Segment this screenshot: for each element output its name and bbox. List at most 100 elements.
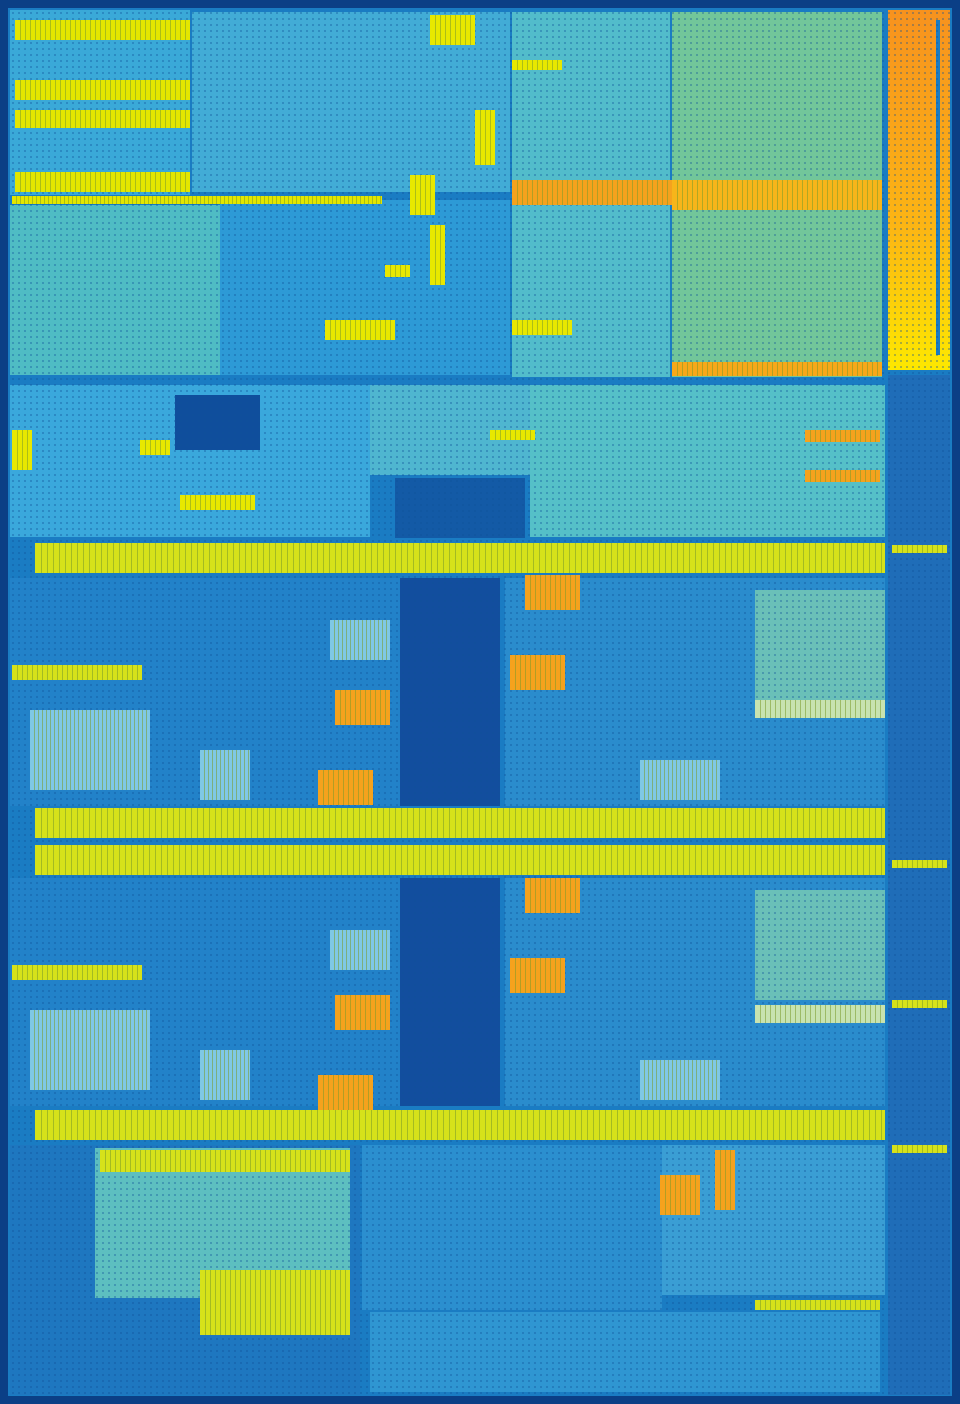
array-cell-line xyxy=(644,760,645,800)
array-cell-line xyxy=(107,808,108,838)
array-cell-line xyxy=(110,710,111,790)
array-cell-line xyxy=(340,1150,341,1172)
array-cell-line xyxy=(137,665,138,680)
array-cell-line xyxy=(445,15,446,45)
array xyxy=(35,543,885,573)
array-cell-line xyxy=(737,543,738,573)
array-cell-line xyxy=(515,958,516,993)
array-cell-line xyxy=(407,845,408,875)
array-cell-line xyxy=(45,20,46,40)
array-cell-line xyxy=(57,665,58,680)
array-cell-line xyxy=(287,808,288,838)
array-cell-line xyxy=(773,845,774,875)
array-cell-line xyxy=(64,196,65,204)
array-cell-line xyxy=(503,845,504,875)
array-cell-line xyxy=(305,845,306,875)
array-cell-line xyxy=(83,808,84,838)
array-cell-line xyxy=(431,845,432,875)
array-cell-line xyxy=(599,1110,600,1140)
array-cell-line xyxy=(581,1110,582,1140)
array-cell-line xyxy=(232,1050,233,1100)
array-cell-line xyxy=(821,845,822,875)
array-cell-line xyxy=(285,1150,286,1172)
array-cell-line xyxy=(820,470,821,482)
array-cell-line xyxy=(527,1110,528,1140)
array-cell-line xyxy=(521,1110,522,1140)
array-cell-line xyxy=(40,80,41,100)
array-cell-line xyxy=(490,110,491,165)
array-cell-line xyxy=(821,543,822,573)
array-cell-line xyxy=(857,180,858,210)
array-cell-line xyxy=(365,808,366,838)
array-cell-line xyxy=(285,1270,286,1335)
array-cell-line xyxy=(288,196,289,204)
array-cell-line xyxy=(353,770,354,805)
array-cell-line xyxy=(48,196,49,204)
array-cell-line xyxy=(845,700,846,718)
array-cell-line xyxy=(380,320,381,340)
array-cell-line xyxy=(100,110,101,128)
array-cell-line xyxy=(40,172,41,192)
array-cell-line xyxy=(252,196,253,204)
array-cell-line xyxy=(449,1110,450,1140)
array-cell-line xyxy=(497,1110,498,1140)
array-cell-line xyxy=(815,845,816,875)
array-cell-line xyxy=(535,655,536,690)
array-cell-line xyxy=(587,845,588,875)
array-cell-line xyxy=(376,196,377,204)
array-cell-line xyxy=(820,1005,821,1023)
array-cell-line xyxy=(557,180,558,205)
array-cell-line xyxy=(290,1150,291,1172)
array-cell-line xyxy=(82,1010,83,1090)
array-cell-line xyxy=(176,196,177,204)
array-cell-line xyxy=(668,1060,669,1100)
array-cell-line xyxy=(812,362,813,376)
array-cell-line xyxy=(942,860,943,868)
array-cell-line xyxy=(450,15,451,45)
array-cell-line xyxy=(765,700,766,718)
array-cell-line xyxy=(100,20,101,40)
array-cell-line xyxy=(569,543,570,573)
array-cell-line xyxy=(611,845,612,875)
array-cell-line xyxy=(250,1150,251,1172)
array-cell-line xyxy=(149,808,150,838)
array-cell-line xyxy=(537,320,538,335)
array-cell-line xyxy=(602,180,603,205)
array-cell-line xyxy=(280,1270,281,1335)
array xyxy=(330,930,390,970)
array-cell-line xyxy=(467,808,468,838)
array-cell-line xyxy=(38,710,39,790)
array-cell-line xyxy=(752,362,753,376)
array-cell-line xyxy=(527,180,528,205)
array-cell-line xyxy=(437,1110,438,1140)
array-cell-line xyxy=(233,845,234,875)
array-cell-line xyxy=(825,1005,826,1023)
array-cell-line xyxy=(461,1110,462,1140)
array-cell-line xyxy=(872,362,873,376)
array-cell-line xyxy=(239,845,240,875)
array-cell-line xyxy=(228,196,229,204)
array-cell-line xyxy=(479,1110,480,1140)
array-cell-line xyxy=(747,362,748,376)
array-cell-line xyxy=(135,110,136,128)
array-cell-line xyxy=(350,930,351,970)
array xyxy=(490,430,535,440)
array-cell-line xyxy=(840,470,841,482)
array xyxy=(385,265,410,277)
array-cell-line xyxy=(330,1150,331,1172)
array-cell-line xyxy=(875,845,876,875)
array-cell-line xyxy=(269,845,270,875)
array-cell-line xyxy=(371,808,372,838)
array-cell-line xyxy=(240,196,241,204)
array-cell-line xyxy=(47,845,48,875)
array-cell-line xyxy=(106,710,107,790)
array-cell-line xyxy=(779,808,780,838)
array-cell-line xyxy=(647,543,648,573)
array-cell-line xyxy=(53,808,54,838)
array-cell-line xyxy=(67,965,68,980)
array-cell-line xyxy=(106,1010,107,1090)
array-cell-line xyxy=(60,80,61,100)
array-cell-line xyxy=(117,965,118,980)
array-cell-line xyxy=(761,543,762,573)
